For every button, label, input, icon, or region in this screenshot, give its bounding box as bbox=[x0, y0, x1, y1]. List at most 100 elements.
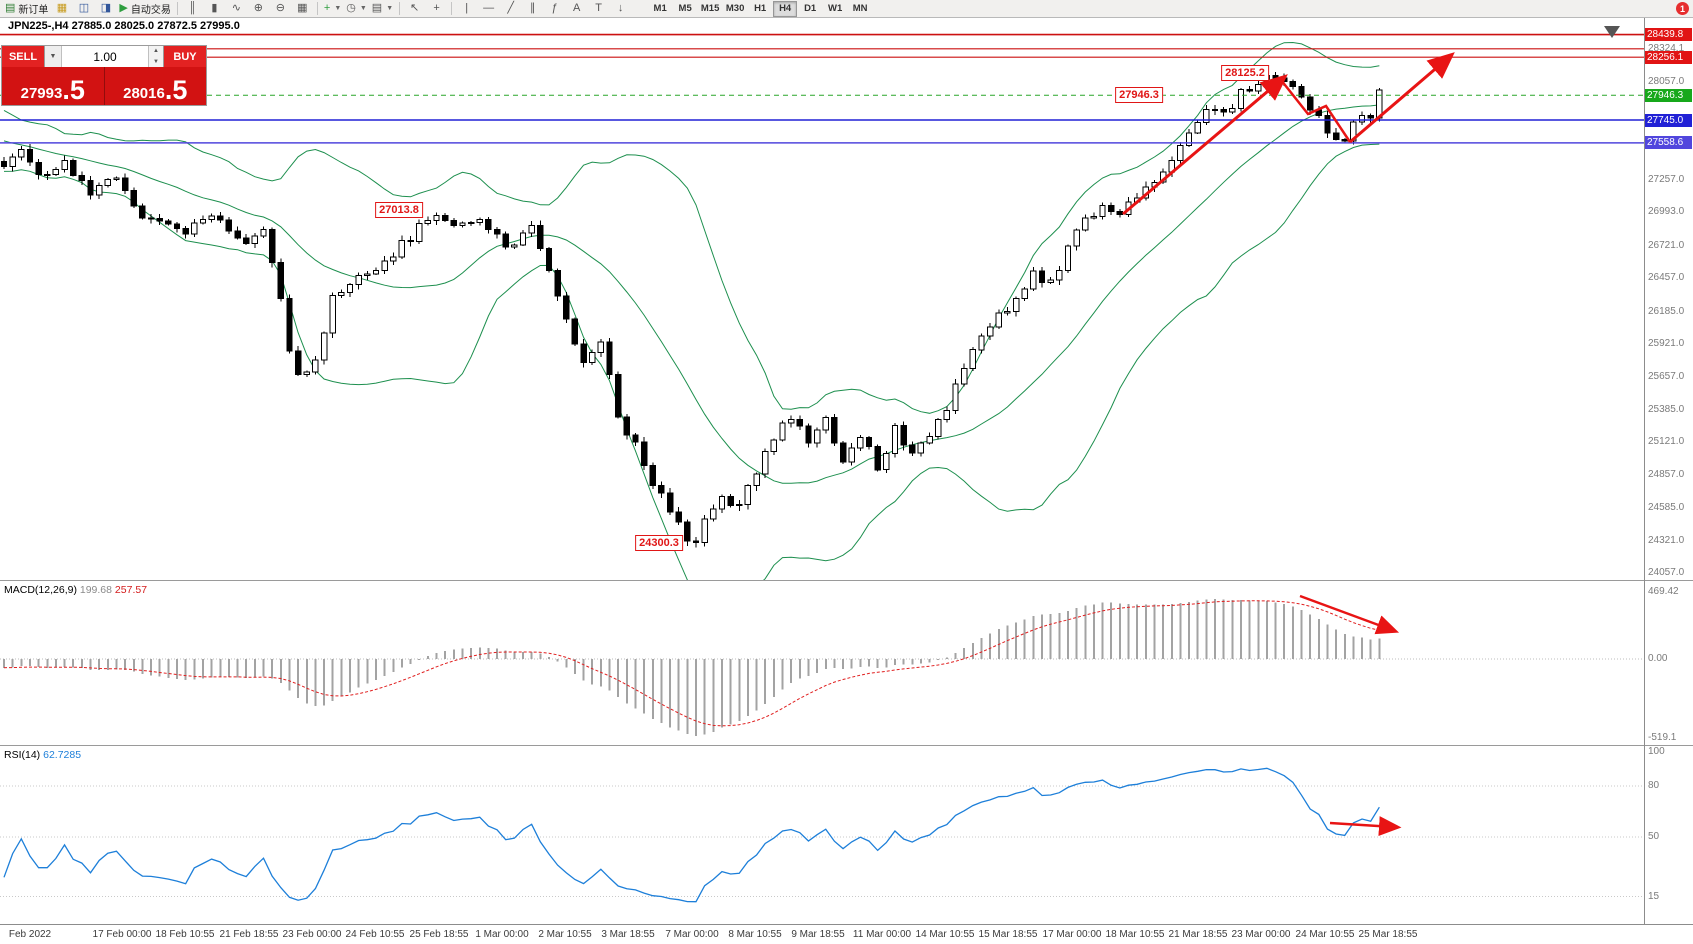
volume-down-button[interactable]: ▼ bbox=[149, 56, 163, 67]
buy-price[interactable]: 28016.5 bbox=[105, 67, 207, 105]
zoom-in-icon: ⊕ bbox=[253, 2, 263, 14]
channel-icon: ∥ bbox=[529, 2, 536, 14]
indicators-add-button[interactable]: + ▼ bbox=[322, 1, 343, 16]
volume-input[interactable]: 1.00 bbox=[93, 49, 117, 64]
timeframe-m15-button[interactable]: M15 bbox=[700, 3, 720, 14]
time-axis-label: 23 Feb 00:00 bbox=[282, 929, 342, 940]
charts-button[interactable]: ▦ bbox=[51, 1, 72, 16]
zoom-out-button[interactable]: ⊖ bbox=[270, 1, 291, 16]
time-axis-label: 15 Mar 18:55 bbox=[978, 929, 1038, 940]
time-axis-label: 14 Mar 10:55 bbox=[915, 929, 975, 940]
buy-button[interactable]: BUY bbox=[164, 46, 206, 67]
horizontal-line-button[interactable]: — bbox=[478, 1, 499, 16]
autotrade-button[interactable]: ▶ 自动交易 bbox=[117, 1, 172, 17]
panel-divider[interactable] bbox=[0, 580, 1693, 581]
trendline-button[interactable]: ╱ bbox=[500, 1, 521, 16]
line-chart-button[interactable]: ∿ bbox=[226, 1, 247, 16]
macd-panel[interactable] bbox=[0, 582, 1644, 744]
chart-shift-marker[interactable] bbox=[1604, 26, 1620, 38]
periods-icon: ◷ bbox=[346, 2, 356, 14]
macd-axis-label: 469.42 bbox=[1648, 586, 1679, 597]
timeframe-mn-button[interactable]: MN bbox=[852, 3, 868, 14]
timeframe-m5-button[interactable]: M5 bbox=[678, 3, 692, 14]
timeframe-m1-button[interactable]: M1 bbox=[653, 3, 667, 14]
tile-windows-button[interactable]: ▦ bbox=[292, 1, 313, 16]
periods-button[interactable]: ◷ ▼ bbox=[344, 1, 369, 16]
sell-price-main: 27993 bbox=[20, 84, 63, 102]
time-axis-label: 9 Mar 18:55 bbox=[791, 929, 845, 940]
volume-dropdown-icon[interactable]: ▼ bbox=[45, 46, 62, 67]
rsi-trend-arrow[interactable] bbox=[1329, 816, 1402, 837]
time-axis-label: 17 Mar 00:00 bbox=[1042, 929, 1102, 940]
rsi-axis-label: 50 bbox=[1648, 831, 1660, 842]
fibonacci-button[interactable]: ƒ bbox=[544, 1, 565, 16]
bollinger-bands bbox=[3, 41, 1380, 580]
buy-price-frac: .5 bbox=[164, 75, 188, 106]
timeframe-d1-button[interactable]: D1 bbox=[804, 3, 817, 14]
templates-button[interactable]: ▤ ▼ bbox=[370, 1, 395, 16]
time-axis-label: 21 Mar 18:55 bbox=[1168, 929, 1228, 940]
timeframe-h1-button[interactable]: H1 bbox=[754, 3, 767, 14]
trend-arrows[interactable] bbox=[1122, 52, 1455, 216]
templates-icon: ▤ bbox=[371, 2, 383, 14]
zoom-in-button[interactable]: ⊕ bbox=[248, 1, 269, 16]
price-annotation[interactable]: 24300.3 bbox=[635, 535, 683, 551]
volume-up-button[interactable]: ▲ bbox=[149, 46, 163, 57]
timeframe-h4-button[interactable]: H4 bbox=[773, 0, 798, 17]
price-annotation[interactable]: 28125.2 bbox=[1221, 65, 1269, 81]
time-axis-label: 25 Mar 18:55 bbox=[1358, 929, 1418, 940]
candlestick-button[interactable]: ▮ bbox=[204, 1, 225, 16]
profiles-icon: ◫ bbox=[78, 2, 90, 14]
horizontal-lines[interactable] bbox=[0, 33, 1644, 144]
notification-badge[interactable]: 1 bbox=[1676, 2, 1689, 15]
macd-trend-arrow[interactable] bbox=[1299, 594, 1400, 635]
data-window-icon: ◨ bbox=[100, 2, 112, 14]
profiles-button[interactable]: ◫ bbox=[73, 1, 94, 16]
crosshair-icon: + bbox=[433, 2, 440, 14]
cursor-button[interactable]: ↖ bbox=[404, 1, 425, 16]
rsi-panel[interactable] bbox=[0, 747, 1644, 923]
price-annotation[interactable]: 27946.3 bbox=[1115, 87, 1163, 103]
new-order-button[interactable]: ▤ 新订单 bbox=[3, 1, 50, 17]
price-tag: 27946.3 bbox=[1645, 89, 1692, 102]
toolbar-separator bbox=[399, 2, 401, 15]
zoom-out-icon: ⊖ bbox=[275, 2, 285, 14]
time-axis-label: 1 Mar 00:00 bbox=[475, 929, 529, 940]
panel-divider[interactable] bbox=[0, 745, 1693, 746]
price-axis-label: 25657.0 bbox=[1648, 371, 1685, 382]
autotrade-icon: ▶ bbox=[119, 2, 128, 14]
charts-icon: ▦ bbox=[56, 2, 68, 14]
data-window-button[interactable]: ◨ bbox=[95, 1, 116, 16]
time-axis-label: 24 Feb 10:55 bbox=[345, 929, 405, 940]
price-axis-label: 25921.0 bbox=[1648, 338, 1685, 349]
timeframe-m30-button[interactable]: M30 bbox=[725, 3, 745, 14]
one-click-trading-panel: SELL ▼ 1.00 ▲ ▼ BUY 27993.5 28016.5 bbox=[1, 45, 207, 106]
line-chart-icon: ∿ bbox=[231, 2, 241, 14]
indicators-add-icon: + bbox=[323, 2, 331, 14]
price-axis-label: 26185.0 bbox=[1648, 306, 1685, 317]
channel-button[interactable]: ∥ bbox=[522, 1, 543, 16]
sell-price[interactable]: 27993.5 bbox=[2, 67, 105, 105]
text-button[interactable]: A bbox=[566, 1, 587, 16]
sell-button[interactable]: SELL bbox=[2, 46, 44, 67]
timeframe-toolbar: M1 M5 M15 M30 H1 H4 D1 W1 MN bbox=[648, 0, 872, 17]
macd-axis-label: -519.1 bbox=[1648, 732, 1677, 743]
ohlc-bars-button[interactable]: ║ bbox=[182, 1, 203, 16]
rsi-axis-label: 100 bbox=[1648, 746, 1665, 757]
macd-label: MACD(12,26,9) 199.68 257.57 bbox=[4, 584, 148, 596]
rsi-label: RSI(14) 62.7285 bbox=[4, 749, 82, 761]
time-axis[interactable]: Feb 2022 17 Feb 00:00 18 Feb 10:55 21 Feb 1… bbox=[0, 924, 1693, 944]
arrows-button[interactable]: ↓ bbox=[610, 1, 631, 16]
price-annotation[interactable]: 27013.8 bbox=[375, 202, 423, 218]
crosshair-button[interactable]: + bbox=[426, 1, 447, 16]
price-chart[interactable] bbox=[0, 18, 1644, 580]
time-axis-label: 3 Mar 18:55 bbox=[601, 929, 655, 940]
price-tag: 27745.0 bbox=[1645, 114, 1692, 127]
price-axis-label: 28324.1 bbox=[1648, 43, 1685, 54]
vertical-line-button[interactable]: | bbox=[456, 1, 477, 16]
time-axis-label: 24 Mar 10:55 bbox=[1295, 929, 1355, 940]
buy-price-main: 28016 bbox=[123, 84, 165, 102]
chevron-down-icon: ▼ bbox=[359, 5, 367, 12]
label-button[interactable]: T bbox=[588, 1, 609, 16]
timeframe-w1-button[interactable]: W1 bbox=[828, 3, 843, 14]
